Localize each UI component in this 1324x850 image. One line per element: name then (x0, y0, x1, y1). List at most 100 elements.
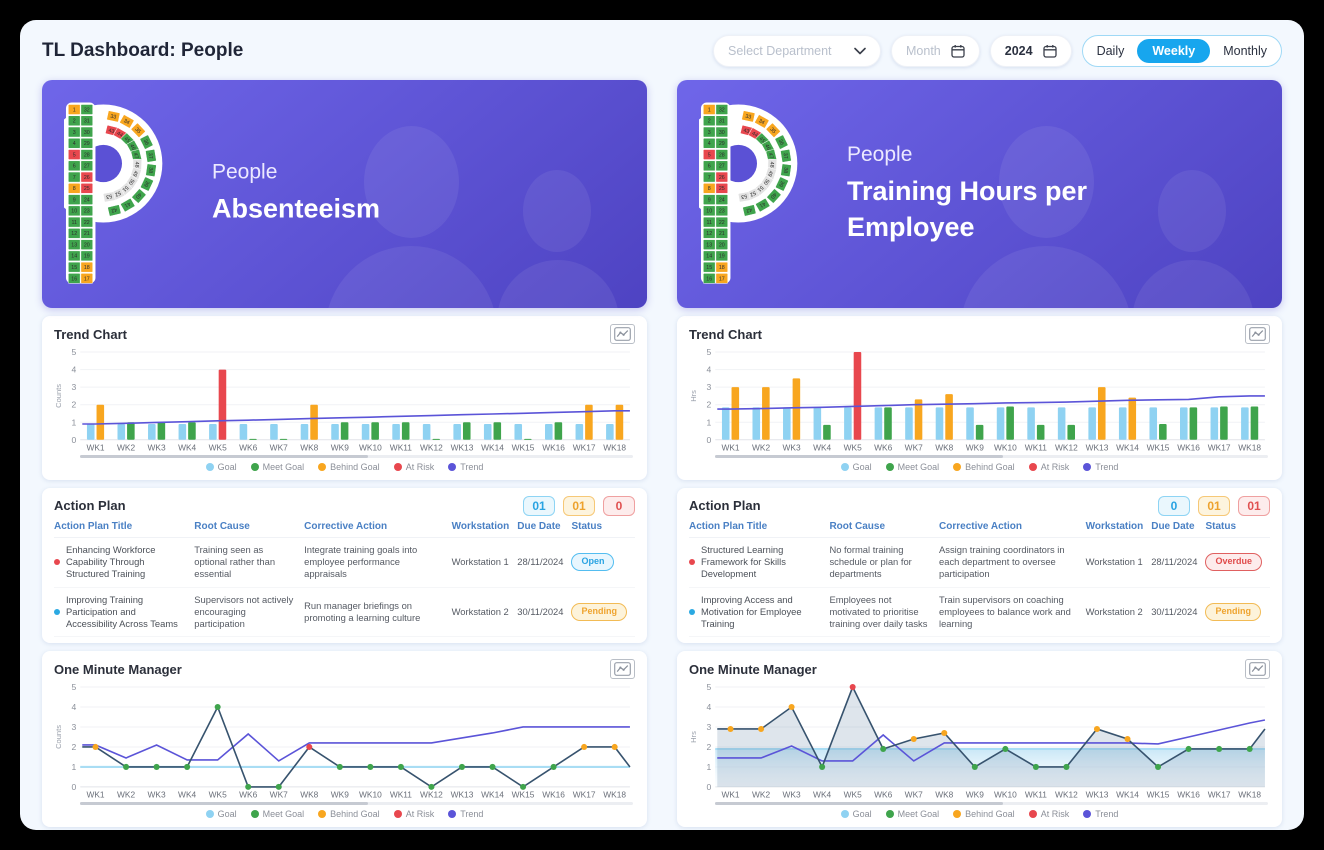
trend-line (82, 726, 630, 763)
scrollbar-thumb[interactable] (80, 802, 368, 806)
chart-type-button[interactable] (610, 324, 635, 344)
status-bar (1159, 424, 1167, 440)
svg-text:31: 31 (719, 119, 725, 125)
year-picker[interactable]: 2024 (989, 35, 1072, 67)
chart-scrollbar[interactable] (80, 454, 633, 458)
svg-text:46: 46 (128, 143, 136, 151)
chevron-down-icon (854, 47, 866, 55)
action-plan-row[interactable]: Enhancing Workforce Capability Through S… (54, 537, 635, 588)
department-select[interactable]: Select Department (713, 35, 881, 67)
action-plan-table: Action Plan Title Root Cause Corrective Ac… (689, 517, 1270, 638)
column-header: Due Date (1151, 517, 1206, 538)
scrollbar-thumb[interactable] (715, 454, 1003, 458)
chart-scrollbar[interactable] (715, 802, 1268, 806)
action-plan-row[interactable]: Structured Learning Framework for Skills… (689, 537, 1270, 588)
svg-text:2: 2 (71, 400, 76, 410)
month-picker[interactable]: Month (891, 35, 980, 67)
svg-text:6: 6 (708, 164, 711, 170)
svg-text:WK9: WK9 (331, 442, 349, 452)
status-bar (884, 407, 892, 440)
goal-bar (1057, 407, 1066, 440)
svg-text:WK1: WK1 (721, 790, 739, 800)
legend-item-goal: Goal (205, 462, 237, 472)
status-bar (493, 422, 502, 440)
toggle-monthly[interactable]: Monthly (1223, 44, 1267, 58)
svg-text:17: 17 (719, 276, 725, 282)
svg-text:WK6: WK6 (239, 790, 257, 800)
svg-text:2: 2 (708, 119, 711, 125)
svg-text:19: 19 (719, 254, 725, 260)
goal-bar (331, 424, 339, 440)
goal-bar (1118, 407, 1127, 440)
filters: Select Department Month 2024 Daily Weekly… (713, 35, 1282, 67)
chart-scrollbar[interactable] (80, 802, 633, 806)
svg-text:50: 50 (127, 177, 135, 185)
svg-text:12: 12 (706, 231, 712, 237)
data-point (550, 764, 557, 771)
scrollbar-thumb[interactable] (715, 802, 1003, 806)
svg-text:37: 37 (147, 153, 154, 160)
status-bar (823, 424, 831, 440)
people-silhouette-icon (497, 260, 619, 308)
action-plan-row[interactable]: Improving Access and Motivation for Empl… (689, 587, 1270, 638)
status-badge: Pending (571, 603, 627, 621)
goal-bar (483, 424, 492, 440)
data-point (245, 784, 252, 791)
svg-text:17: 17 (84, 276, 90, 282)
legend-dot (318, 462, 327, 471)
chart-type-button[interactable] (1245, 324, 1270, 344)
goal-bar (905, 407, 913, 440)
scrollbar-thumb[interactable] (80, 454, 368, 458)
data-point (1155, 764, 1162, 771)
goal-bar (545, 424, 553, 440)
svg-text:16: 16 (71, 276, 77, 282)
svg-text:38: 38 (147, 167, 154, 174)
chart-legend: Goal Meet Goal Behind Goal At Risk Trend (689, 458, 1270, 474)
toggle-weekly[interactable]: Weekly (1137, 39, 1211, 63)
svg-text:35: 35 (768, 127, 776, 135)
chart-type-button[interactable] (610, 659, 635, 680)
count-open: 0 (1158, 495, 1190, 516)
omm-line-chart: 0 1 2 3 4 5 Counts WK1 WK2 WK3 WK4 WK5 WK6 WK7 WK8 WK9 W… (54, 682, 631, 800)
legend-dot (1028, 810, 1037, 819)
status-bar (1067, 424, 1076, 440)
goal-bar (209, 424, 217, 440)
legend-item-behind: Behind Goal (953, 462, 1015, 472)
svg-text:10: 10 (706, 209, 712, 215)
svg-text:5: 5 (708, 152, 711, 158)
data-point (153, 764, 160, 771)
severity-dot-icon (689, 559, 695, 566)
chart-legend: Goal Meet Goal Behind Goal At Risk Trend (54, 458, 635, 474)
svg-text:WK3: WK3 (148, 442, 166, 452)
svg-text:WK14: WK14 (481, 790, 504, 800)
svg-text:5: 5 (71, 347, 76, 357)
svg-text:Hrs: Hrs (689, 390, 698, 402)
data-point (1063, 764, 1070, 771)
svg-text:1: 1 (708, 107, 711, 113)
svg-text:47: 47 (767, 152, 774, 159)
svg-text:42: 42 (111, 206, 118, 213)
status-bar (127, 422, 135, 440)
goal-bar (575, 424, 584, 440)
action-plan-card: Action Plan 01 01 0 Action Plan Title Root Ca… (42, 487, 647, 644)
column-header: Corrective Action (304, 517, 452, 538)
svg-text:46: 46 (763, 143, 771, 151)
svg-text:4: 4 (71, 702, 76, 712)
svg-text:49: 49 (766, 170, 774, 177)
goal-bar (300, 424, 309, 440)
data-point (880, 746, 887, 753)
toggle-daily[interactable]: Daily (1096, 44, 1125, 58)
legend-dot (885, 810, 894, 819)
legend-item-behind: Behind Goal (953, 809, 1015, 819)
chart-scrollbar[interactable] (715, 454, 1268, 458)
goal-bar (606, 424, 614, 440)
svg-text:9: 9 (708, 197, 711, 203)
people-silhouette-icon (999, 126, 1094, 238)
chart-type-button[interactable] (1245, 659, 1270, 680)
legend-dot (448, 810, 457, 819)
svg-text:WK4: WK4 (178, 790, 196, 800)
action-plan-row[interactable]: Improving Training Participation and Acc… (54, 587, 635, 638)
banner-category: People (847, 142, 913, 166)
column-header: Due Date (517, 517, 572, 538)
panel-absenteeism: 1 2 3 4 5 6 7 8 9 10 11 12 13 14 15 16 32 31 30 29 28 27 26 25 2… (42, 80, 647, 828)
